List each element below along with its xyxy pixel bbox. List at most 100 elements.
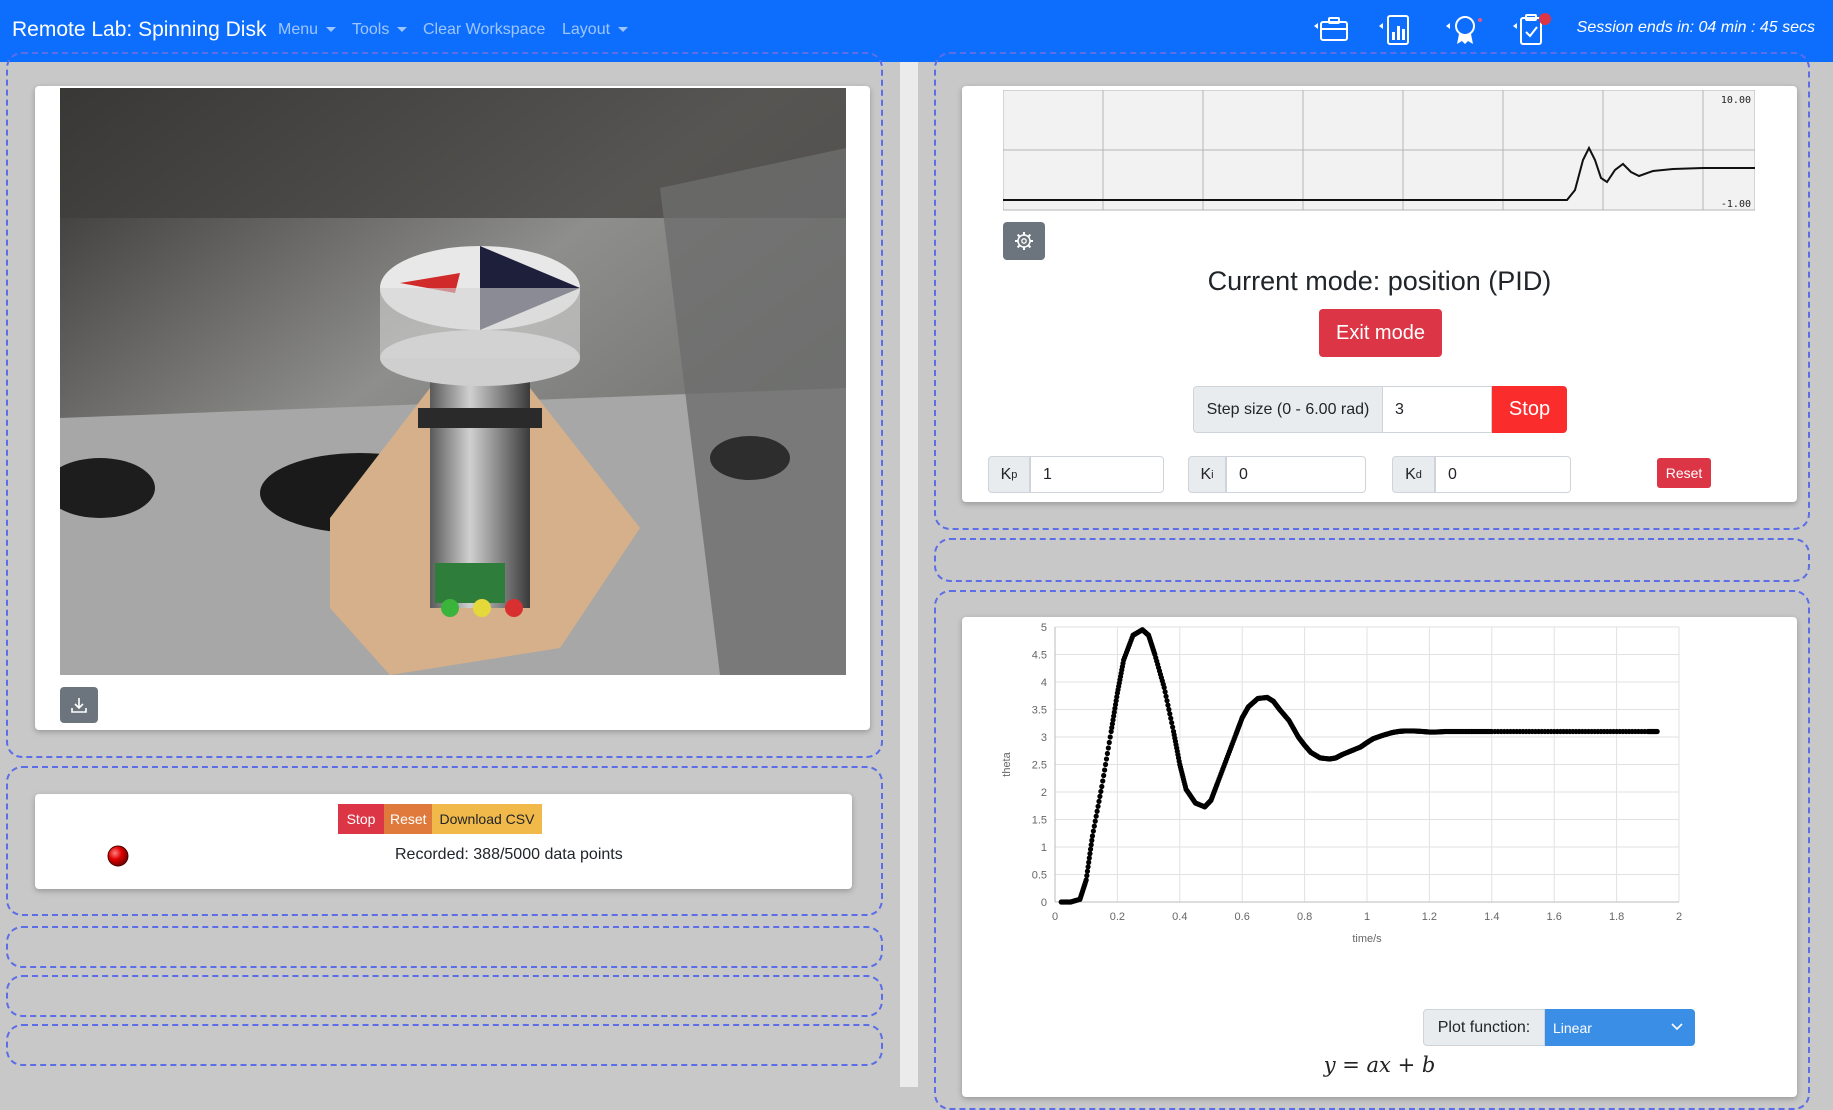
clear-workspace-link[interactable]: Clear Workspace bbox=[423, 21, 546, 38]
pid-reset-button[interactable]: Reset bbox=[1657, 458, 1711, 488]
clipboard-check-icon[interactable] bbox=[1507, 12, 1551, 48]
data-point bbox=[1089, 833, 1096, 839]
y-tick-label: 2 bbox=[1041, 787, 1047, 799]
y-tick-label: 0 bbox=[1041, 897, 1047, 909]
data-point bbox=[1166, 706, 1172, 713]
menu-label: Menu bbox=[278, 21, 319, 38]
data-point bbox=[1109, 725, 1115, 731]
data-point bbox=[1161, 684, 1167, 691]
data-point bbox=[1092, 818, 1098, 824]
layout-dropdown[interactable]: Layout bbox=[562, 21, 629, 39]
plot-equation: y = ax + b bbox=[1323, 1053, 1436, 1077]
ki-label-text: K bbox=[1200, 465, 1212, 483]
data-point bbox=[1086, 859, 1092, 865]
recorder-status: Recorded: 388/5000 data points bbox=[395, 846, 623, 863]
x-tick-label: 0.8 bbox=[1297, 911, 1312, 923]
data-point bbox=[1112, 705, 1118, 711]
download-snapshot-button[interactable] bbox=[60, 687, 98, 723]
recorder-stop-button[interactable]: Stop bbox=[338, 804, 384, 834]
recording-indicator-icon bbox=[107, 845, 129, 867]
x-tick-label: 0 bbox=[1052, 911, 1058, 923]
video-stream bbox=[60, 88, 846, 675]
x-tick-label: 1.6 bbox=[1547, 911, 1562, 923]
data-point bbox=[1099, 783, 1105, 790]
data-point bbox=[1169, 720, 1175, 726]
kd-input[interactable]: 0 bbox=[1435, 456, 1571, 493]
recorder-reset-button[interactable]: Reset bbox=[384, 804, 432, 834]
kp-input[interactable]: 1 bbox=[1030, 456, 1164, 493]
app-title: Remote Lab: Spinning Disk bbox=[12, 18, 267, 41]
data-point bbox=[1101, 772, 1107, 779]
data-point bbox=[1091, 823, 1097, 829]
video-panel-frame bbox=[6, 52, 883, 758]
data-point bbox=[1086, 855, 1092, 861]
caret-down-icon bbox=[618, 27, 629, 33]
data-point bbox=[1170, 724, 1176, 730]
data-point bbox=[1102, 761, 1109, 768]
column-gutter bbox=[900, 62, 918, 1087]
download-icon bbox=[71, 698, 87, 713]
data-point bbox=[1654, 728, 1660, 735]
caret-down-icon bbox=[397, 27, 408, 33]
plot-card: 0 0.2 0.4 0.6 0.8 1 1.2 1.4 1.6 1.8 2 0 0.5 1 1.5 2 2.5 3… bbox=[962, 617, 1797, 1097]
data-point bbox=[1084, 873, 1090, 879]
data-point bbox=[1108, 728, 1114, 735]
download-csv-button[interactable]: Download CSV bbox=[432, 804, 542, 834]
data-point bbox=[1102, 767, 1108, 773]
controls-panel-frame bbox=[934, 52, 1810, 530]
data-point bbox=[1162, 689, 1168, 695]
step-size-label: Step size (0 - 6.00 rad) bbox=[1193, 386, 1383, 433]
achievement-badge-icon[interactable] bbox=[1440, 12, 1484, 48]
y-tick-label: 3.5 bbox=[1032, 705, 1047, 717]
data-point bbox=[1085, 864, 1091, 870]
empty-panel-frame bbox=[934, 538, 1810, 582]
kp-label-sub: p bbox=[1011, 468, 1018, 481]
data-point bbox=[1096, 798, 1102, 804]
mini-graph: 10.00 -1.00 bbox=[1003, 90, 1755, 211]
step-size-input[interactable]: 3 bbox=[1382, 386, 1492, 433]
graph-settings-button[interactable] bbox=[1003, 222, 1045, 260]
caret-down-icon bbox=[326, 27, 337, 33]
data-point bbox=[1113, 698, 1119, 704]
y-axis-label: theta bbox=[1001, 751, 1013, 776]
data-point bbox=[1106, 739, 1112, 746]
empty-panel-frame bbox=[6, 1024, 883, 1066]
plot-function-value: Linear bbox=[1553, 1019, 1592, 1036]
data-point bbox=[1087, 846, 1094, 852]
kd-label-sub: d bbox=[1415, 468, 1422, 481]
x-tick-label: 0.6 bbox=[1235, 911, 1250, 923]
data-point bbox=[1089, 837, 1095, 843]
data-point bbox=[1165, 702, 1171, 708]
empty-panel-frame bbox=[6, 926, 883, 968]
data-point bbox=[1097, 793, 1103, 799]
data-point bbox=[1111, 709, 1117, 715]
tools-dropdown[interactable]: Tools bbox=[352, 21, 408, 39]
chart-report-icon[interactable] bbox=[1373, 12, 1417, 48]
data-point bbox=[1095, 803, 1101, 809]
navbar: Remote Lab: Spinning Disk Menu Tools Cle… bbox=[0, 0, 1833, 62]
mini-graph-ymax: 10.00 bbox=[1721, 95, 1751, 106]
data-point bbox=[1111, 713, 1117, 719]
menu-dropdown[interactable]: Menu bbox=[278, 21, 337, 39]
toolkit-briefcase-icon[interactable] bbox=[1308, 12, 1352, 48]
x-tick-label: 2 bbox=[1676, 911, 1682, 923]
tools-label: Tools bbox=[352, 21, 390, 38]
ki-input[interactable]: 0 bbox=[1226, 456, 1366, 493]
data-point bbox=[1107, 734, 1113, 740]
x-tick-label: 1.2 bbox=[1422, 911, 1437, 923]
y-tick-label: 5 bbox=[1041, 622, 1047, 634]
kd-label-text: K bbox=[1405, 465, 1416, 483]
empty-panel-frame bbox=[6, 975, 883, 1017]
y-tick-label: 1 bbox=[1041, 842, 1047, 854]
data-point bbox=[1098, 788, 1104, 795]
y-tick-label: 4.5 bbox=[1032, 650, 1047, 662]
exit-mode-button[interactable]: Exit mode bbox=[1319, 309, 1442, 357]
mini-graph-ymin: -1.00 bbox=[1721, 199, 1751, 210]
plot-function-select[interactable]: Linear bbox=[1545, 1009, 1695, 1046]
data-point bbox=[1094, 808, 1100, 814]
plot-function-label: Plot function: bbox=[1423, 1009, 1545, 1046]
data-point bbox=[1084, 868, 1091, 874]
step-stop-button[interactable]: Stop bbox=[1492, 386, 1567, 433]
data-point bbox=[1090, 828, 1096, 834]
controls-card: 10.00 -1.00 Current mode: position (PID)… bbox=[962, 86, 1797, 502]
